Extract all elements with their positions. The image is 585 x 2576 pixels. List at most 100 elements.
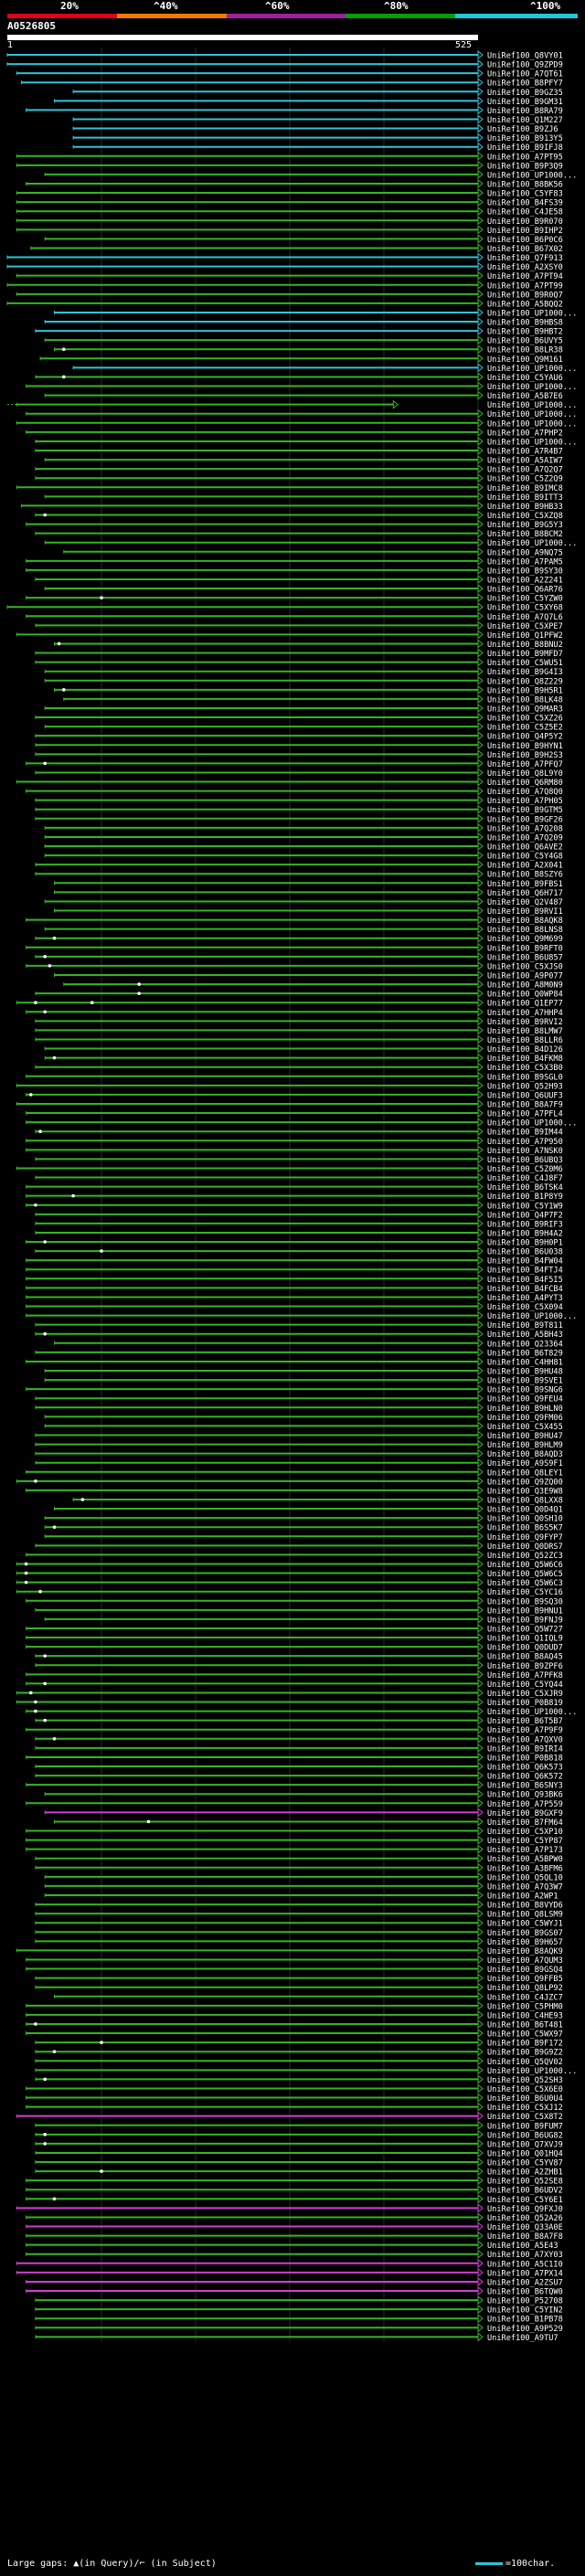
hit-row[interactable]: UniRef100_Q8LP92 — [35, 1982, 563, 1994]
hit-label[interactable]: UniRef100_B9SNG6 — [487, 1386, 563, 1395]
hit-row[interactable]: UniRef100_B9H5R1 — [54, 684, 563, 696]
hit-row[interactable]: UniRef100_Q5W6C6 — [16, 1559, 563, 1570]
hit-row[interactable]: UniRef100_B8AQD3 — [35, 1448, 563, 1460]
hit-row[interactable]: UniRef100_A7XY03 — [26, 2249, 563, 2261]
hit-label[interactable]: UniRef100_C5WYJ1 — [487, 1920, 563, 1929]
hit-label[interactable]: UniRef100_C5Z5E2 — [487, 724, 563, 733]
hit-row[interactable]: UniRef100_B9IRI4 — [35, 1743, 563, 1754]
hit-label[interactable]: UniRef100_B9H657 — [487, 1938, 563, 1947]
hit-row[interactable]: UniRef100_C5WX97 — [26, 2029, 563, 2040]
hit-row[interactable]: UniRef100_Q52SH3 — [35, 2074, 563, 2085]
hit-label[interactable]: UniRef100_Q5QV02 — [487, 2058, 563, 2067]
hit-label[interactable]: UniRef100_Q0WP84 — [487, 991, 563, 1000]
hit-row[interactable]: UniRef100_Q8L9Y0 — [35, 768, 563, 779]
hit-label[interactable]: UniRef100_A7XY03 — [487, 2251, 563, 2260]
hit-label[interactable]: UniRef100_UP1000... — [487, 438, 577, 447]
hit-row[interactable]: UniRef100_B9IM44 — [35, 1127, 563, 1138]
hit-label[interactable]: UniRef100_A5B7E6 — [487, 392, 563, 401]
hit-row[interactable]: UniRef100_Q7XVJ9 — [35, 2138, 563, 2150]
hit-row[interactable]: UniRef100_B6T5B7 — [35, 1715, 563, 1727]
hit-row[interactable]: UniRef100_B8LMW7 — [35, 1025, 563, 1036]
hit-label[interactable]: UniRef100_B9SY30 — [487, 567, 563, 576]
hit-label[interactable]: UniRef100_B9IMC8 — [487, 484, 563, 493]
hit-row[interactable]: UniRef100_C5X094 — [26, 1301, 563, 1313]
hit-row[interactable]: UniRef100_C5YIN2 — [35, 2305, 563, 2316]
hit-label[interactable]: UniRef100_C5Y6E1 — [487, 2196, 563, 2205]
hit-row[interactable]: UniRef100_A5B7E6 — [44, 390, 563, 402]
hit-row[interactable]: UniRef100_C5XJS0 — [26, 960, 563, 972]
hit-row[interactable]: UniRef100_A2WP1 — [44, 1890, 558, 1902]
hit-row[interactable]: UniRef100_C4JZC7 — [54, 1991, 563, 2003]
hit-label[interactable]: UniRef100_Q5QL10 — [487, 1873, 563, 1882]
hit-row[interactable]: UniRef100_Q52A26 — [26, 2212, 563, 2223]
hit-row[interactable]: UniRef100_Q0WP84 — [35, 989, 563, 1000]
hit-row[interactable]: UniRef100_B1P8Y9 — [26, 1191, 563, 1203]
hit-label[interactable]: UniRef100_A9S9F1 — [487, 1459, 563, 1468]
hit-row[interactable]: UniRef100_B4F5I5 — [26, 1274, 563, 1285]
hit-label[interactable]: UniRef100_A7PX14 — [487, 2269, 563, 2278]
hit-label[interactable]: UniRef100_Q0DUD7 — [487, 1644, 563, 1653]
hit-row[interactable]: UniRef100_C5XP10 — [26, 1826, 563, 1838]
hit-row[interactable]: UniRef100_B9HBS8 — [44, 316, 563, 328]
hit-label[interactable]: UniRef100_B9GSQ4 — [487, 1966, 563, 1975]
hit-row[interactable]: UniRef100_B8RA79 — [26, 105, 563, 116]
hit-row[interactable]: UniRef100_Q8LEY1 — [26, 1467, 563, 1479]
hit-label[interactable]: UniRef100_B9GZ35 — [487, 89, 563, 98]
hit-row[interactable]: UniRef100_Q1IQL9 — [26, 1632, 563, 1644]
hit-row[interactable]: UniRef100_A5C1I0 — [16, 2258, 563, 2270]
hit-row[interactable]: UniRef100_A7QXV0 — [35, 1733, 563, 1745]
hit-label[interactable]: UniRef100_A9TU7 — [487, 2334, 558, 2343]
hit-row[interactable]: UniRef100_UP1000... — [44, 169, 577, 181]
hit-label[interactable]: UniRef100_B9HB33 — [487, 503, 563, 512]
hit-row[interactable]: UniRef100_B8LNS8 — [44, 924, 563, 936]
hit-row[interactable]: UniRef100_A3BFM6 — [35, 1862, 563, 1874]
hit-row[interactable]: UniRef100_C5YC16 — [16, 1586, 563, 1598]
hit-label[interactable]: UniRef100_B9HYN1 — [487, 742, 563, 751]
hit-label[interactable]: UniRef100_B6P0C6 — [487, 236, 563, 245]
hit-row[interactable]: UniRef100_Q8Z229 — [44, 675, 563, 687]
hit-label[interactable]: UniRef100_B6UDV2 — [487, 2187, 563, 2196]
hit-label[interactable]: UniRef100_B8LK48 — [487, 695, 563, 705]
hit-row[interactable]: UniRef100_UP1000... — [35, 436, 577, 448]
hit-label[interactable]: UniRef100_Q1IQL9 — [487, 1635, 563, 1644]
hit-label[interactable]: UniRef100_Q52SE8 — [487, 2178, 563, 2187]
hit-label[interactable]: UniRef100_A9NQ75 — [487, 548, 563, 557]
hit-row[interactable]: UniRef100_B9G9Z2 — [35, 2047, 563, 2058]
hit-row[interactable]: UniRef100_Q23364 — [54, 1338, 563, 1350]
hit-row[interactable]: UniRef100_Q52ZC3 — [26, 1550, 563, 1561]
hit-row[interactable]: UniRef100_B8BK56 — [26, 178, 563, 190]
hit-row[interactable]: UniRef100_B4D126 — [44, 1044, 563, 1055]
hit-label[interactable]: UniRef100_B4FS39 — [487, 199, 563, 208]
hit-label[interactable]: UniRef100_C5PHM0 — [487, 2002, 563, 2011]
hit-row[interactable]: UniRef100_B9T811 — [35, 1320, 563, 1331]
hit-row[interactable]: UniRef100_Q6K572 — [35, 1771, 563, 1782]
hit-row[interactable]: UniRef100_Q6AR76 — [44, 584, 563, 595]
hit-label[interactable]: UniRef100_B9R0Q7 — [487, 291, 563, 300]
hit-label[interactable]: UniRef100_B4FKM8 — [487, 1055, 563, 1064]
hit-label[interactable]: UniRef100_A2Z241 — [487, 576, 563, 585]
hit-row[interactable]: UniRef100_Q9FYP7 — [44, 1532, 563, 1542]
hit-label[interactable]: UniRef100_Q3E9W8 — [487, 1487, 563, 1496]
hit-row[interactable]: UniRef100_C5WYJ1 — [35, 1918, 563, 1929]
hit-label[interactable]: UniRef100_C5XJR9 — [487, 1690, 563, 1699]
hit-row[interactable]: UniRef100_B7FM64 — [54, 1817, 563, 1828]
hit-label[interactable]: UniRef100_Q9FYP7 — [487, 1533, 563, 1542]
hit-row[interactable]: UniRef100_B9ZJ6 — [72, 123, 558, 135]
hit-row[interactable]: UniRef100_B9RVI2 — [35, 1016, 563, 1027]
hit-row[interactable]: UniRef100_A5AIW7 — [44, 455, 563, 466]
hit-label[interactable]: UniRef100_B6U857 — [487, 953, 563, 962]
hit-row[interactable]: UniRef100_B9G5Y3 — [26, 519, 563, 531]
hit-label[interactable]: UniRef100_B4FCB4 — [487, 1285, 563, 1294]
hit-label[interactable]: UniRef100_C5Y4G8 — [487, 853, 563, 862]
hit-label[interactable]: UniRef100_Q8Z229 — [487, 677, 563, 686]
hit-label[interactable]: UniRef100_C5WU51 — [487, 659, 563, 668]
hit-label[interactable]: UniRef100_UP1000... — [487, 1708, 577, 1717]
hit-label[interactable]: UniRef100_UP1000... — [487, 419, 577, 429]
hit-row[interactable]: UniRef100_C5X3B0 — [35, 1062, 563, 1074]
hit-row[interactable]: UniRef100_Q8LSM9 — [35, 1909, 563, 1920]
hit-label[interactable]: UniRef100_B67X02 — [487, 245, 563, 254]
hit-row[interactable]: UniRef100_B9GZ35 — [72, 87, 563, 98]
hit-label[interactable]: UniRef100_A2X041 — [487, 862, 563, 871]
hit-row[interactable]: UniRef100_B6UDV2 — [26, 2185, 563, 2196]
hit-label[interactable]: UniRef100_A7NSK0 — [487, 1147, 563, 1156]
